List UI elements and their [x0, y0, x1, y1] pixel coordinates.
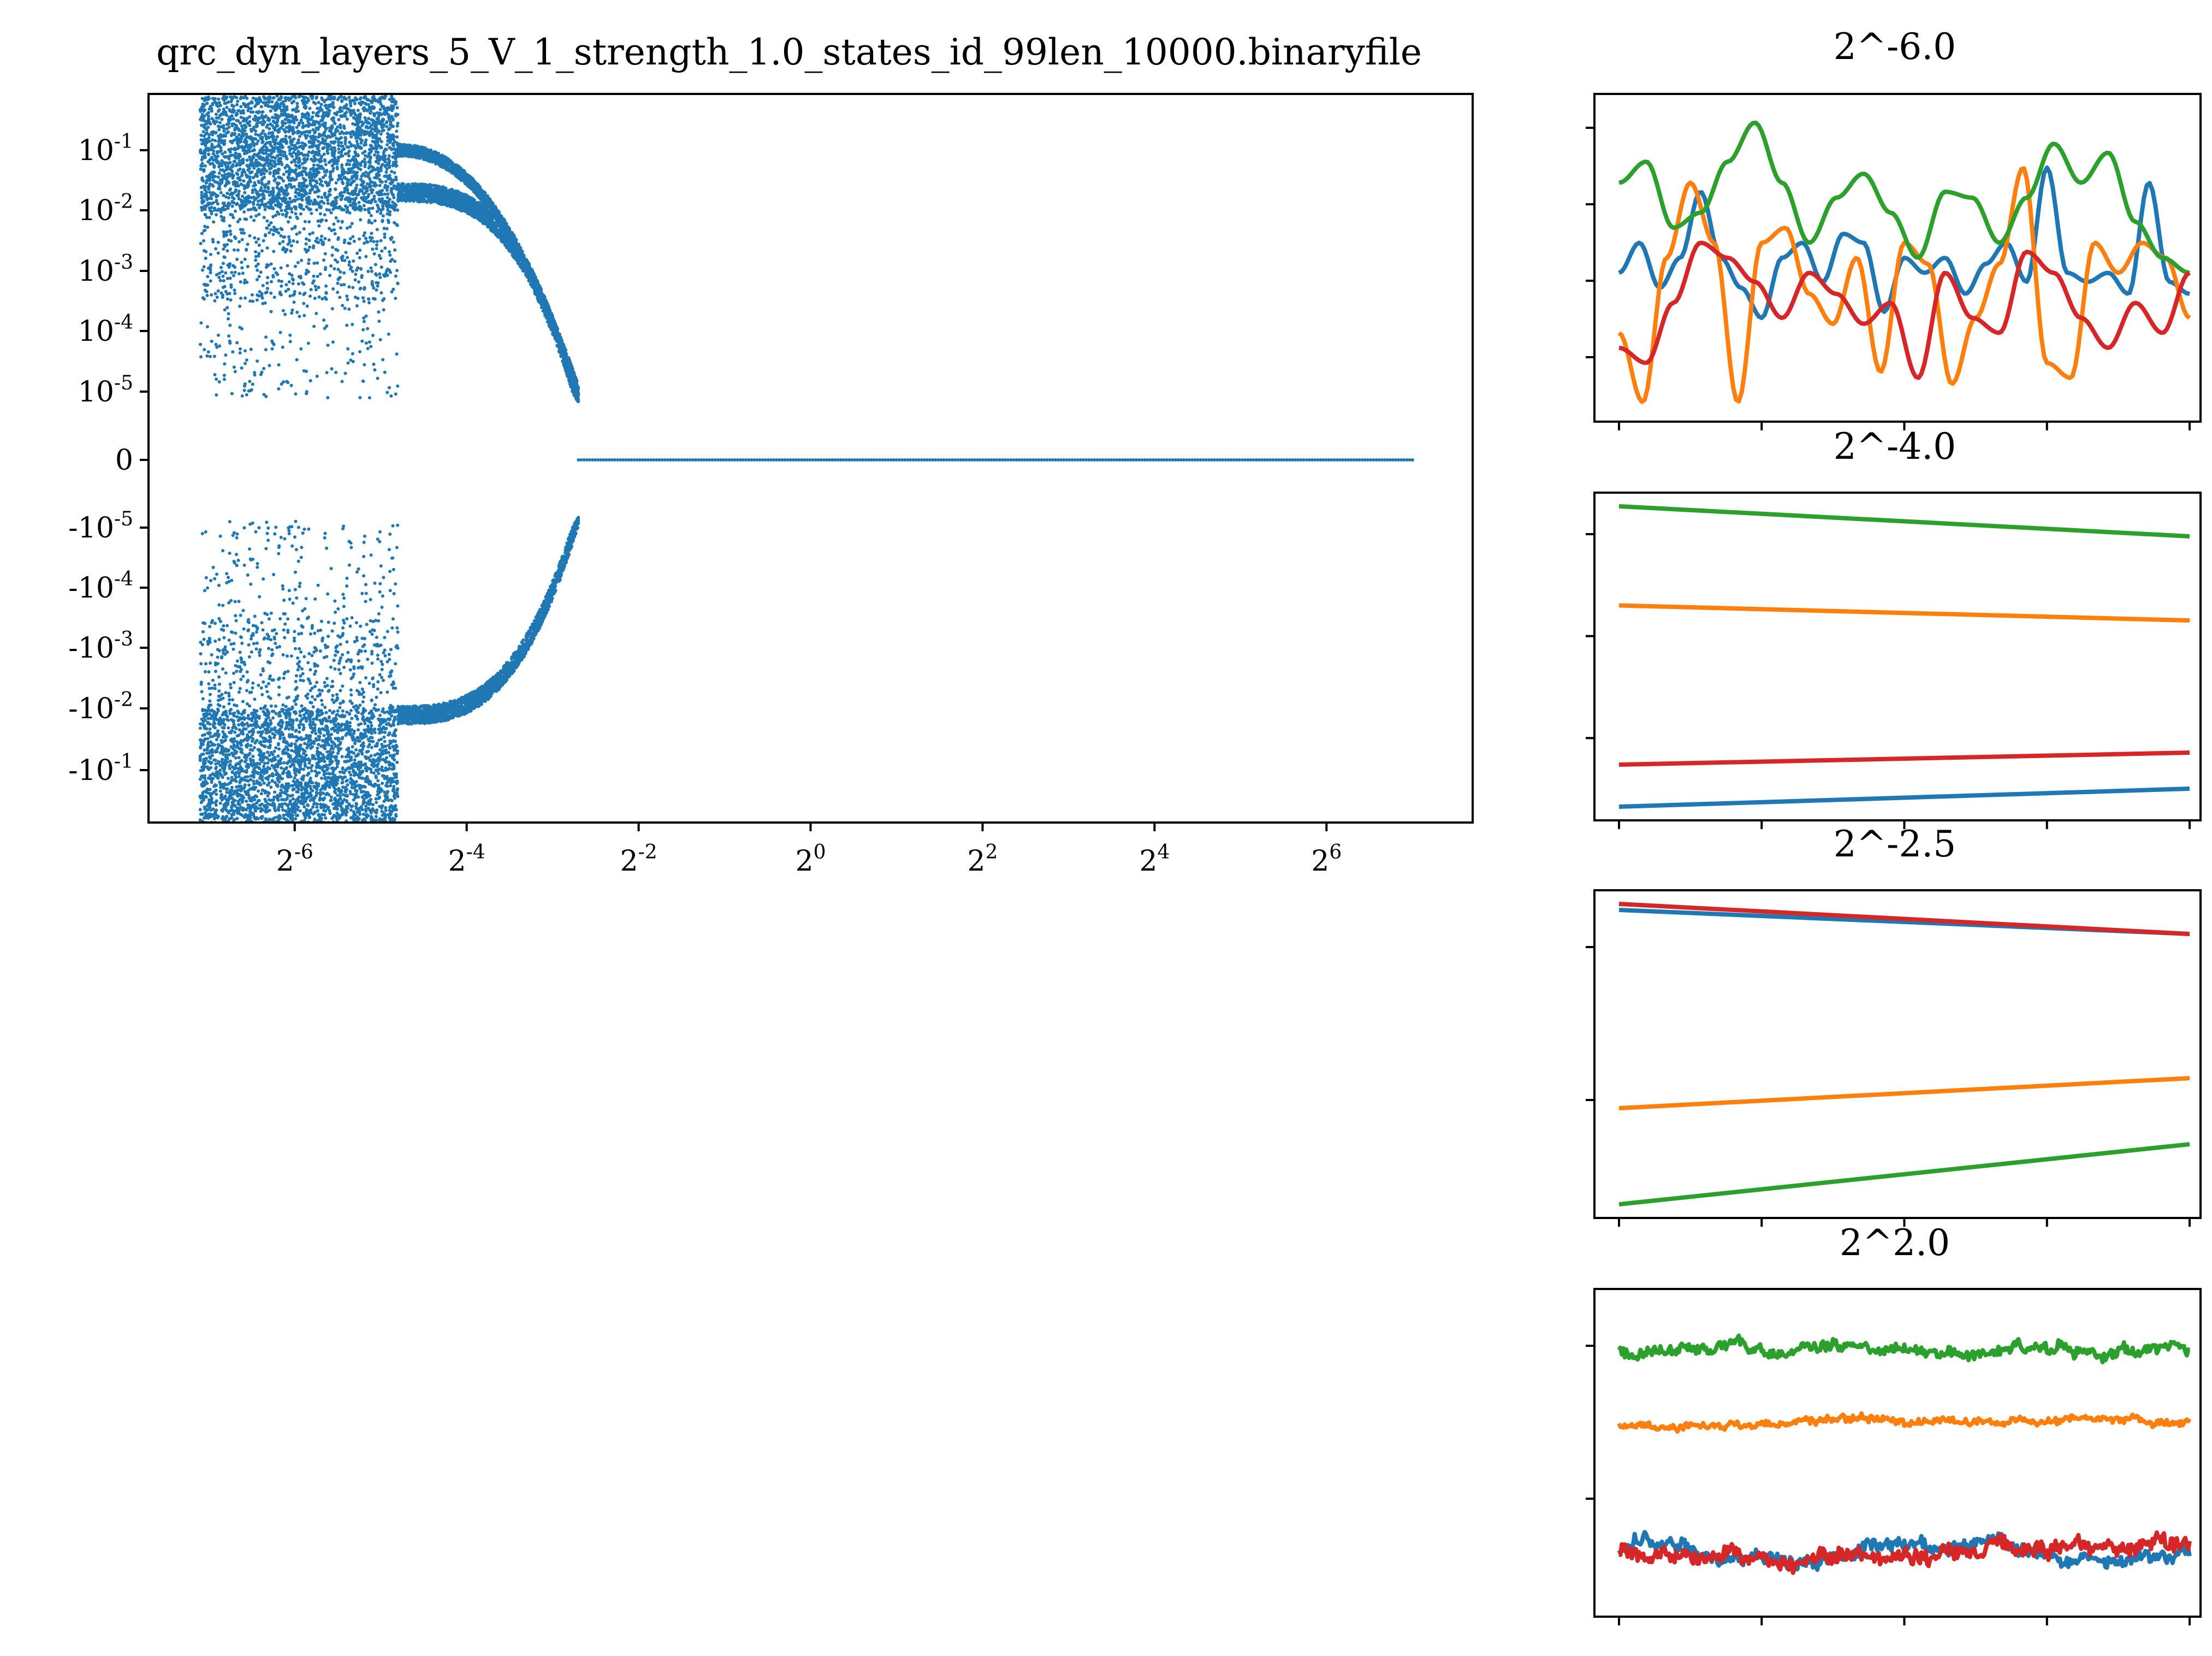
subplot-4-lines [1586, 1333, 2192, 1625]
x-tick-label: 24 [1139, 841, 1170, 878]
series-line [1618, 1076, 2190, 1110]
series-line [1618, 750, 2190, 767]
series-line [1618, 1530, 2192, 1575]
subplot-4-title: 2^2.0 [1840, 1222, 1950, 1264]
x-tick-label: 2-6 [276, 841, 313, 878]
main-y-axis: 10-1 10-2 10-3 10-4 10-5 0 -10-5 -10-4 -10-3 -10-… [68, 131, 149, 787]
series-line [1618, 1142, 2190, 1206]
subplot-1-lines [1586, 120, 2191, 430]
y-tick-label: -10-1 [68, 750, 133, 787]
x-tick-label: 22 [967, 841, 998, 878]
scatter-points [198, 94, 1414, 823]
subplot-3: 2^-2.5 [1586, 823, 2202, 1227]
subplot-2-title: 2^-4.0 [1834, 425, 1956, 468]
y-tick-label: 0 [115, 444, 133, 477]
y-tick-label: 10-3 [78, 251, 133, 288]
subplot-1-frame [1593, 93, 2202, 423]
y-tick-label: -10-3 [68, 628, 133, 665]
y-tick-label: -10-5 [68, 508, 133, 545]
series-line [1618, 786, 2190, 809]
subplot-2-lines [1586, 504, 2191, 829]
main-chart-title: qrc_dyn_layers_5_V_1_strength_1.0_states… [156, 31, 1422, 73]
subplot-3-title: 2^-2.5 [1834, 823, 1956, 865]
y-tick-label: 10-2 [78, 191, 133, 227]
subplot-3-frame [1593, 889, 2202, 1219]
y-tick-label: -10-4 [68, 568, 133, 605]
series-line [1618, 240, 2191, 380]
series-line [1617, 1411, 2192, 1434]
subplot-4-frame [1593, 1288, 2202, 1618]
series-line [1617, 1333, 2191, 1364]
subplot-1-title: 2^-6.0 [1834, 26, 1956, 68]
main-chart: qrc_dyn_layers_5_V_1_strength_1.0_states… [68, 31, 1474, 878]
main-scatter-points [198, 94, 1414, 823]
subplot-3-lines [1586, 902, 2191, 1227]
series-line [1618, 603, 2190, 623]
y-tick-label: -10-2 [68, 689, 133, 725]
x-tick-label: 26 [1311, 841, 1342, 878]
x-tick-label: 2-4 [448, 841, 485, 878]
main-x-axis: 2-6 2-4 2-2 20 22 24 26 [276, 823, 1342, 878]
y-tick-label: 10-1 [78, 131, 133, 167]
series-line [1617, 166, 2191, 404]
series-line [1618, 504, 2190, 539]
subplot-2: 2^-4.0 [1586, 425, 2202, 829]
x-tick-label: 2-2 [620, 841, 657, 878]
subplot-1: 2^-6.0 [1586, 26, 2202, 430]
subplot-4: 2^2.0 [1586, 1222, 2202, 1625]
series-line [1618, 902, 2190, 936]
subplot-2-frame [1593, 492, 2202, 821]
y-tick-label: 10-4 [78, 311, 133, 348]
series-line [1618, 120, 2190, 275]
x-tick-label: 20 [796, 841, 826, 878]
y-tick-label: 10-5 [78, 372, 133, 409]
